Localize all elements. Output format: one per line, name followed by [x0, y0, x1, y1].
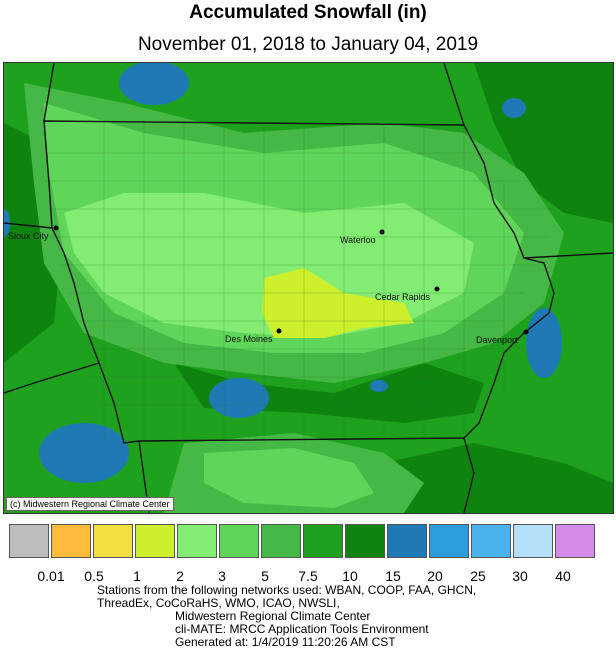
city-markers: Sioux City Waterloo Cedar Rapids Des Moi…: [8, 225, 529, 345]
border-north-mn-wi: [443, 63, 465, 126]
footer-notes: Stations from the following networks use…: [97, 584, 476, 649]
credit-label: (c) Midwestern Regional Climate Center: [6, 497, 174, 511]
legend-tick-label: 7.5: [298, 568, 318, 584]
legend-tick-label: 0.5: [84, 568, 104, 584]
legend-ticks: 0.01 0.5 1 2 3 5 7.5 10 15 20 25 30 40: [0, 568, 616, 586]
legend-swatch: [261, 524, 301, 558]
iowa-border: [43, 120, 555, 444]
legend-swatch: [219, 524, 259, 558]
legend-swatch: [51, 524, 91, 558]
legend-tick-label: 5: [261, 568, 269, 584]
map-svg: Sioux City Waterloo Cedar Rapids Des Moi…: [4, 63, 613, 513]
date-range-subtitle: November 01, 2018 to January 04, 2019: [137, 34, 479, 55]
border-mo-il: [463, 437, 475, 513]
legend-tick-label: 10: [342, 568, 358, 584]
legend-swatch: [387, 524, 427, 558]
city-label-des-moines: Des Moines: [225, 334, 273, 344]
snow-band-20-25-spot: [370, 380, 388, 392]
snow-band-15-20-southeast: [364, 443, 613, 513]
city-label-waterloo: Waterloo: [340, 235, 376, 245]
legend-tick-label: 30: [512, 568, 528, 584]
legend-tick-label: 1: [133, 568, 141, 584]
snow-band-20-25-south-central: [209, 378, 269, 418]
legend-tick-label: 25: [470, 568, 486, 584]
legend-tick-label: 40: [555, 568, 571, 584]
legend-swatch: [471, 524, 511, 558]
city-dot-des-moines: [276, 328, 282, 334]
city-label-sioux-city: Sioux City: [8, 231, 49, 241]
border-ne-south: [4, 362, 100, 394]
footer-line: Generated at: 1/4/2019 11:20:26 AM CST: [175, 635, 396, 649]
legend-tick-label: 15: [385, 568, 401, 584]
snow-band-20-25-north: [119, 63, 189, 105]
border-wi-il: [523, 252, 613, 259]
legend-swatch: [177, 524, 217, 558]
snow-band-2-3: [262, 268, 414, 338]
city-dot-sioux-city: [53, 225, 59, 231]
footer-line: Midwestern Regional Climate Center: [175, 609, 371, 623]
legend-swatch: [513, 524, 553, 558]
legend-swatch: [9, 524, 49, 558]
footer-line: Stations from the following networks use…: [97, 583, 477, 597]
legend-swatch: [303, 524, 343, 558]
legend-swatch: [345, 524, 385, 558]
city-label-cedar-rapids: Cedar Rapids: [375, 292, 431, 302]
legend-tick-label: 2: [176, 568, 184, 584]
state-boundaries: [4, 63, 613, 513]
border-west-north: [43, 63, 55, 122]
snow-band-5-7_5-south: [204, 448, 374, 508]
snowfall-map: Sioux City Waterloo Cedar Rapids Des Moi…: [3, 62, 614, 514]
map-title: Accumulated Snowfall (in): [189, 2, 427, 23]
legend-colorbar: [9, 524, 597, 558]
legend-tick-label: 20: [427, 568, 443, 584]
county-grid: [44, 123, 554, 443]
legend-tick-label: 0.01: [37, 568, 65, 584]
city-dot-waterloo: [379, 229, 385, 235]
city-dot-cedar-rapids: [434, 286, 440, 292]
border-ne-sd: [4, 222, 53, 229]
snow-band-20-25-southwest: [39, 423, 129, 483]
footer-line: cli-MATE: MRCC Application Tools Environ…: [175, 622, 429, 636]
city-dot-davenport: [523, 329, 529, 335]
legend-swatch: [555, 524, 595, 558]
snow-band-20-25-davenport: [526, 308, 562, 378]
legend-swatch: [135, 524, 175, 558]
legend-swatch: [429, 524, 469, 558]
snow-band-20-25-northeast: [502, 98, 526, 118]
city-label-davenport: Davenport: [476, 335, 518, 345]
legend-tick-label: 3: [218, 568, 226, 584]
legend-swatch: [93, 524, 133, 558]
footer-line: ThreadEx, CoCoRaHS, WMO, ICAO, NWSLI,: [97, 596, 340, 610]
